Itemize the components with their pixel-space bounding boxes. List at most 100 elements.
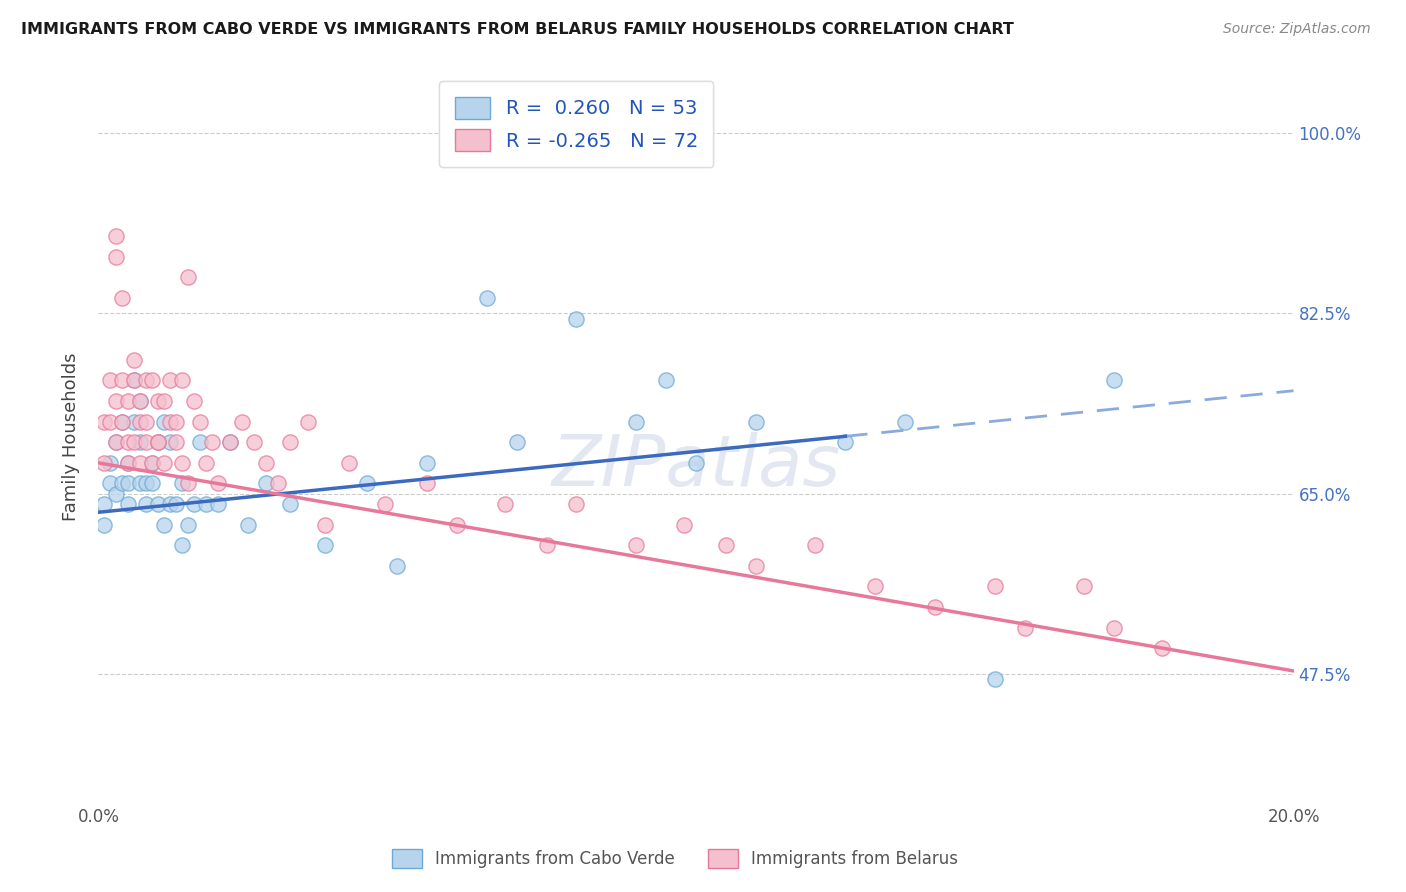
Point bbox=[673, 517, 696, 532]
Point bbox=[129, 476, 152, 491]
Point bbox=[129, 435, 152, 450]
Point bbox=[984, 579, 1007, 593]
Point bbox=[254, 456, 277, 470]
Y-axis label: Family Households: Family Households bbox=[62, 353, 80, 521]
Point bbox=[105, 487, 128, 501]
Point bbox=[135, 415, 157, 429]
Point bbox=[177, 517, 200, 532]
Point bbox=[105, 394, 128, 409]
Point bbox=[745, 558, 768, 573]
Point bbox=[124, 415, 146, 429]
Point bbox=[148, 435, 170, 450]
Point bbox=[219, 435, 242, 450]
Point bbox=[159, 415, 181, 429]
Point bbox=[111, 373, 134, 387]
Point bbox=[135, 373, 157, 387]
Point bbox=[172, 373, 194, 387]
Point bbox=[159, 435, 181, 450]
Point bbox=[626, 415, 648, 429]
Point bbox=[105, 250, 128, 264]
Point bbox=[159, 373, 181, 387]
Point bbox=[984, 672, 1007, 686]
Point bbox=[195, 456, 218, 470]
Point bbox=[93, 456, 115, 470]
Point bbox=[924, 600, 946, 615]
Point bbox=[111, 415, 134, 429]
Text: Source: ZipAtlas.com: Source: ZipAtlas.com bbox=[1223, 22, 1371, 37]
Point bbox=[195, 497, 218, 511]
Point bbox=[278, 497, 301, 511]
Point bbox=[117, 394, 139, 409]
Point bbox=[685, 456, 707, 470]
Text: IMMIGRANTS FROM CABO VERDE VS IMMIGRANTS FROM BELARUS FAMILY HOUSEHOLDS CORRELAT: IMMIGRANTS FROM CABO VERDE VS IMMIGRANTS… bbox=[21, 22, 1014, 37]
Point bbox=[172, 476, 194, 491]
Point bbox=[506, 435, 529, 450]
Point bbox=[339, 456, 361, 470]
Point bbox=[141, 456, 163, 470]
Point bbox=[1192, 806, 1215, 821]
Point bbox=[188, 415, 211, 429]
Point bbox=[153, 456, 176, 470]
Point bbox=[475, 291, 498, 305]
Point bbox=[565, 497, 588, 511]
Point bbox=[148, 435, 170, 450]
Point bbox=[655, 373, 678, 387]
Point bbox=[165, 435, 187, 450]
Point bbox=[834, 435, 856, 450]
Point bbox=[565, 311, 588, 326]
Point bbox=[165, 497, 187, 511]
Point bbox=[254, 476, 277, 491]
Point bbox=[1104, 621, 1126, 635]
Point bbox=[117, 435, 139, 450]
Point bbox=[172, 538, 194, 552]
Point bbox=[129, 394, 152, 409]
Point bbox=[129, 456, 152, 470]
Point bbox=[297, 415, 319, 429]
Point bbox=[148, 394, 170, 409]
Point bbox=[111, 476, 134, 491]
Point bbox=[105, 229, 128, 244]
Point bbox=[536, 538, 558, 552]
Point bbox=[236, 517, 259, 532]
Point bbox=[172, 456, 194, 470]
Point bbox=[111, 291, 134, 305]
Point bbox=[117, 456, 139, 470]
Point bbox=[207, 497, 229, 511]
Point bbox=[141, 373, 163, 387]
Point bbox=[111, 415, 134, 429]
Point bbox=[714, 538, 737, 552]
Point bbox=[105, 806, 128, 821]
Point bbox=[745, 415, 768, 429]
Point bbox=[416, 456, 439, 470]
Point bbox=[804, 538, 827, 552]
Point bbox=[98, 476, 122, 491]
Point bbox=[124, 373, 146, 387]
Point bbox=[124, 435, 146, 450]
Point bbox=[231, 415, 253, 429]
Point bbox=[446, 517, 468, 532]
Point bbox=[105, 435, 128, 450]
Point bbox=[124, 373, 146, 387]
Point bbox=[117, 476, 139, 491]
Point bbox=[148, 435, 170, 450]
Point bbox=[93, 415, 115, 429]
Point bbox=[129, 394, 152, 409]
Point bbox=[124, 352, 146, 367]
Point bbox=[219, 435, 242, 450]
Legend: Immigrants from Cabo Verde, Immigrants from Belarus: Immigrants from Cabo Verde, Immigrants f… bbox=[385, 842, 965, 875]
Point bbox=[177, 476, 200, 491]
Point bbox=[494, 497, 516, 511]
Point bbox=[135, 497, 157, 511]
Point bbox=[1073, 579, 1095, 593]
Point bbox=[135, 435, 157, 450]
Point bbox=[626, 538, 648, 552]
Point bbox=[416, 476, 439, 491]
Point bbox=[1152, 641, 1174, 656]
Point bbox=[135, 476, 157, 491]
Point bbox=[315, 538, 337, 552]
Point bbox=[188, 435, 211, 450]
Point bbox=[141, 456, 163, 470]
Point bbox=[153, 394, 176, 409]
Point bbox=[153, 517, 176, 532]
Point bbox=[201, 435, 224, 450]
